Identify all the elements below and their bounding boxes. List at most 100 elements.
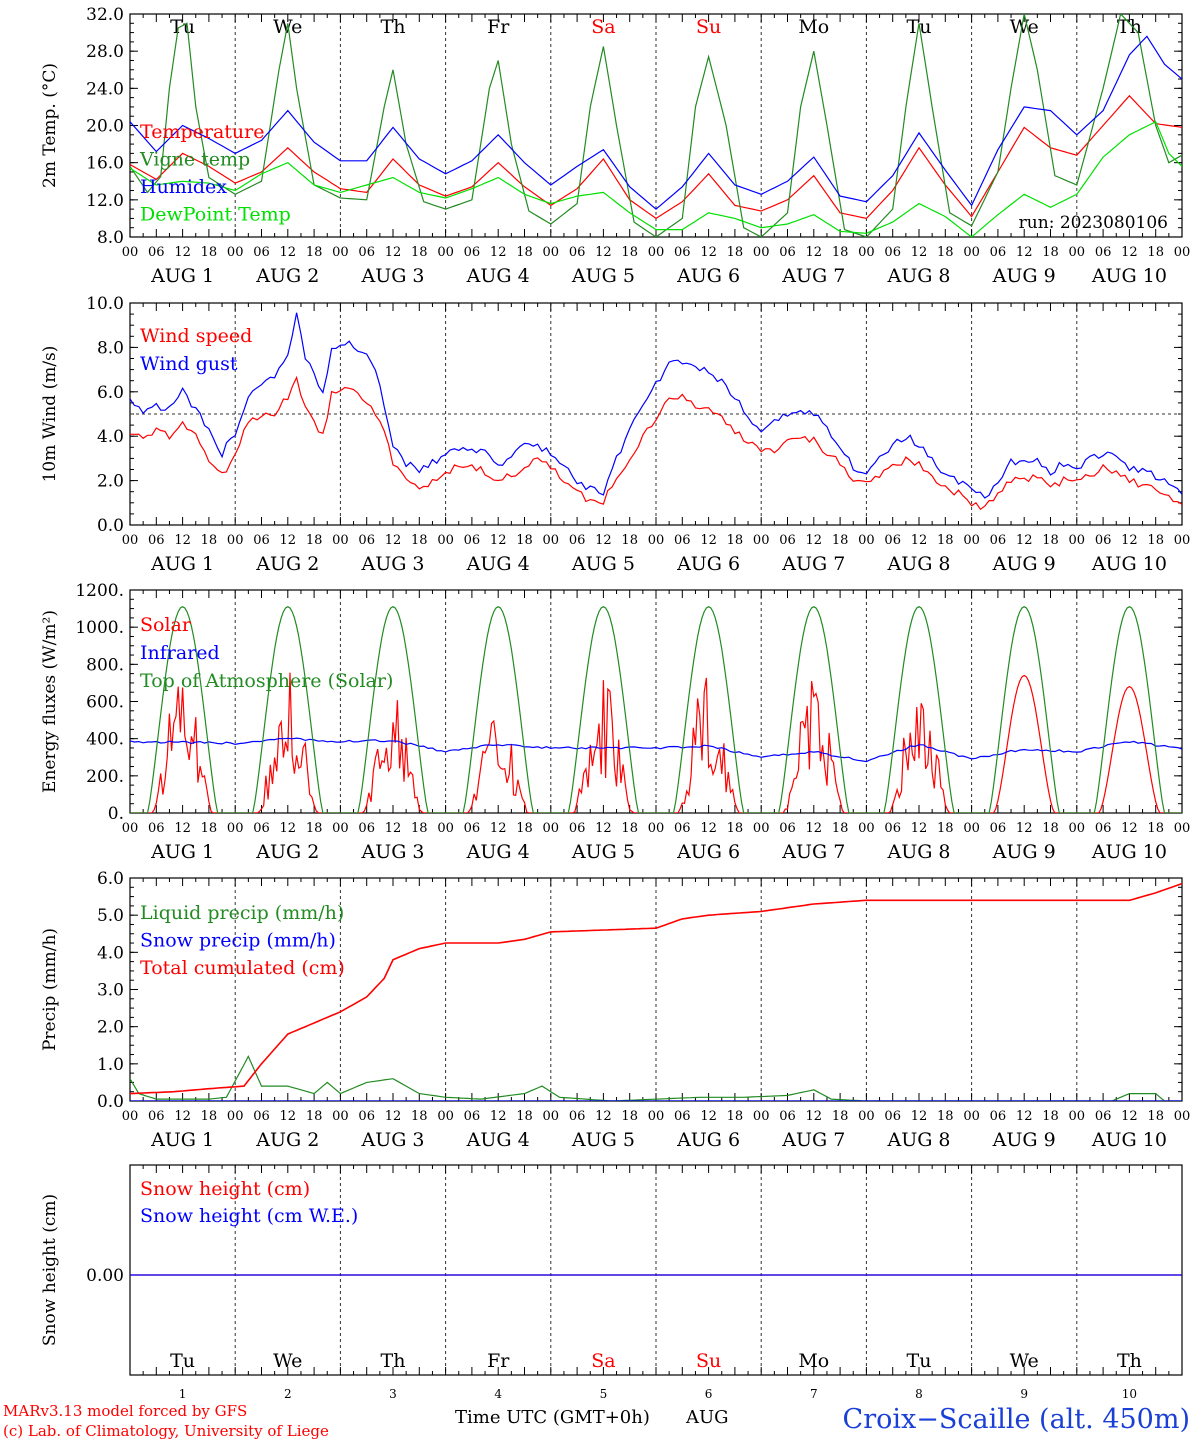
hour-label: 18: [411, 1109, 428, 1124]
hour-label: 00: [122, 821, 139, 836]
hour-label: 12: [806, 245, 823, 260]
hour-label: 18: [1147, 821, 1164, 836]
date-label: AUG 3: [360, 265, 424, 287]
weekday-label: Tu: [907, 1350, 932, 1372]
hour-label: 06: [779, 533, 796, 548]
legend-entry: Vigne temp: [139, 149, 250, 171]
hour-label: 18: [411, 533, 428, 548]
date-label: AUG 10: [1091, 553, 1167, 575]
hour-label: 06: [569, 821, 586, 836]
hour-label: 18: [516, 533, 533, 548]
hour-label: 06: [884, 1109, 901, 1124]
hour-label: 00: [543, 533, 560, 548]
weekday-label: Th: [381, 1350, 406, 1372]
day-number-label: 1: [179, 1387, 187, 1401]
legend-entry: Snow precip (mm/h): [140, 930, 336, 952]
hour-label: 18: [937, 1109, 954, 1124]
y-tick-label: 0.00: [86, 1266, 124, 1286]
weekday-label: We: [273, 1350, 302, 1372]
hour-label: 18: [1042, 1109, 1059, 1124]
y-tick-label: 200.: [86, 767, 124, 787]
hour-label: 06: [358, 533, 375, 548]
hour-label: 06: [464, 245, 481, 260]
series-line-wind-speed: [130, 375, 1182, 511]
hour-label: 00: [332, 533, 349, 548]
weekday-label: Fr: [487, 1350, 510, 1372]
day-number-label: 8: [915, 1387, 923, 1401]
hour-label: 00: [332, 245, 349, 260]
series-line-wind-gust: [130, 312, 1182, 499]
date-label: AUG 5: [571, 841, 635, 863]
hour-label: 18: [306, 821, 323, 836]
y-tick-label: 28.0: [86, 42, 124, 62]
hour-label: 12: [1016, 533, 1033, 548]
hour-label: 12: [174, 533, 191, 548]
weekday-label: Su: [696, 16, 721, 38]
hour-label: 00: [858, 533, 875, 548]
weekday-label: We: [1010, 16, 1039, 38]
hour-label: 00: [1174, 245, 1191, 260]
hour-label: 12: [1016, 1109, 1033, 1124]
y-tick-label: 5.0: [97, 906, 124, 926]
hour-label: 18: [727, 245, 744, 260]
y-tick-label: 1000.: [75, 618, 124, 638]
hour-label: 06: [148, 1109, 165, 1124]
hour-label: 12: [700, 821, 717, 836]
series-line-dewpoint-temp: [130, 120, 1182, 237]
panel-2: 10m Wind (m/s) 0.0 2.0 4.0 6.0 8.0 10.0 00 06 12 1…: [40, 294, 1190, 575]
hour-label: 18: [832, 245, 849, 260]
date-label: AUG 8: [886, 553, 950, 575]
hour-label: 18: [937, 821, 954, 836]
hour-label: 18: [516, 821, 533, 836]
series-layer: [130, 312, 1182, 511]
weekday-label: Mo: [798, 1350, 829, 1372]
panel-4: Precip (mm/h) 0.0 1.0 2.0 3.0 4.0 5.0 6.0 00 06 12…: [40, 869, 1190, 1151]
hour-label: 06: [1095, 821, 1112, 836]
hour-label: 18: [201, 533, 218, 548]
hour-label: 12: [911, 821, 928, 836]
date-label: AUG 5: [571, 553, 635, 575]
y-tick-label: 800.: [86, 655, 124, 675]
hour-label: 06: [990, 821, 1007, 836]
y-axis-label: Energy fluxes (W/m²): [40, 610, 60, 793]
date-label: AUG 3: [360, 841, 424, 863]
day-number-label: 6: [705, 1387, 713, 1401]
hour-label: 06: [148, 245, 165, 260]
y-tick-label: 0.0: [97, 1092, 124, 1112]
hour-label: 06: [1095, 245, 1112, 260]
date-label: AUG 1: [150, 265, 214, 287]
hour-label: 12: [490, 821, 507, 836]
hour-label: 06: [253, 1109, 270, 1124]
date-label: AUG 9: [992, 841, 1056, 863]
hour-label: 00: [122, 533, 139, 548]
hour-label: 12: [280, 821, 297, 836]
hour-label: 00: [963, 245, 980, 260]
legend-entry: Wind speed: [140, 325, 252, 347]
hour-label: 18: [516, 245, 533, 260]
hour-label: 06: [253, 245, 270, 260]
hour-label: 00: [753, 245, 770, 260]
hour-label: 06: [990, 533, 1007, 548]
hour-label: 12: [700, 533, 717, 548]
hour-label: 06: [779, 1109, 796, 1124]
footer-lab: (c) Lab. of Climatology, University of L…: [3, 1422, 329, 1440]
hour-label: 06: [148, 533, 165, 548]
y-tick-label: 400.: [86, 730, 124, 750]
hour-label: 00: [963, 533, 980, 548]
date-label: AUG 8: [886, 265, 950, 287]
date-label: AUG 10: [1091, 265, 1167, 287]
hour-label: 00: [753, 821, 770, 836]
day-number-label: 9: [1020, 1387, 1028, 1401]
hour-label: 06: [569, 533, 586, 548]
date-label: AUG 4: [466, 1129, 530, 1151]
series-line-top-of-atmosphere-solar-: [130, 606, 1182, 813]
date-label: AUG 9: [992, 553, 1056, 575]
series-line-infrared: [130, 737, 1182, 763]
legend-entry: Solar: [140, 614, 192, 636]
xaxis-month: AUG: [685, 1407, 729, 1428]
series-layer: [130, 606, 1182, 813]
date-label: AUG 1: [150, 841, 214, 863]
date-label: AUG 8: [886, 1129, 950, 1151]
y-tick-label: 16.0: [86, 154, 124, 174]
y-tick-label: 8.0: [97, 228, 124, 248]
